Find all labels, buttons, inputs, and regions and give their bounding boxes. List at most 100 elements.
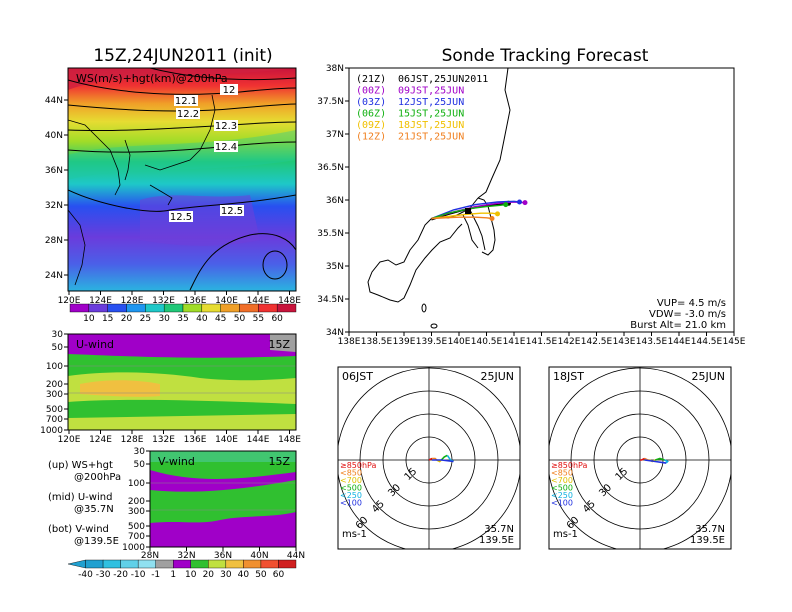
uv-colorbar-swatch [260, 559, 279, 569]
ws-lat-tick-label: 44N [45, 96, 63, 106]
track-lon-tick-label: 139.5E [416, 337, 448, 347]
hodo-legend-item: <100 [551, 499, 573, 508]
uv-colorbar-label: -1 [151, 570, 160, 580]
hodo-legend-item: <250 [340, 491, 362, 500]
u-p-tick-label: 50 [52, 343, 64, 353]
hgt-contour-labels: 12 12.1 12.2 12.3 12.4 12.5 12.5 [169, 84, 244, 223]
hodo-legend-item: <500 [551, 484, 573, 493]
hodo-legend-item: <850 [551, 469, 573, 478]
u-lon-tick-label: 140E [215, 435, 238, 445]
param-vup: VUP= 4.5 m/s [657, 298, 726, 309]
track-lon-tick-label: 140.5E [471, 337, 503, 347]
hodo2-lat: 35.7N [695, 524, 725, 535]
uv-colorbar-label: 60 [273, 570, 285, 580]
launch-site-marker [465, 208, 471, 214]
track-map-frame [348, 67, 735, 333]
hodo-trace-segment [664, 459, 669, 464]
uv-colorbar-swatch [120, 559, 139, 569]
track-lat-tick-label: 35N [326, 262, 344, 272]
ws-lat-ticks: 44N 40N 36N 32N 28N 24N [45, 96, 68, 281]
track-endpoint [522, 200, 528, 206]
v-lat-tick-label: 44N [287, 551, 305, 561]
hodo-trace-segment [640, 457, 645, 461]
v-lat-tick-label: 28N [141, 551, 159, 561]
ws-colorbar-swatch [88, 303, 108, 313]
track-legend: (21Z) 06JST,25JUN2011 (00Z) 09JST,25JUN (03Z… [356, 74, 488, 143]
ws-lon-tick-label: 148E [278, 296, 301, 306]
ws-colorbar-label: 30 [158, 314, 170, 324]
hgt-label-12-5-b: 12.5 [221, 206, 243, 217]
legend-time: 09JST,25JUN [398, 86, 464, 97]
ws-colorbar-label: 15 [102, 314, 113, 324]
u-lon-tick-label: 124E [89, 435, 112, 445]
hodo-trace-segment [428, 457, 433, 461]
ws-colorbar-label: 25 [140, 314, 151, 324]
u-lon-tick-label: 136E [184, 435, 207, 445]
track-lat-tick-label: 37.5N [317, 97, 344, 107]
ws-lon-tick-label: 120E [58, 296, 81, 306]
uv-colorbar-label: 50 [255, 570, 267, 580]
hodo2-date: 25JUN [691, 370, 725, 383]
ws-lat-tick-label: 28N [45, 236, 63, 246]
v-p-tick-label: 200 [128, 497, 145, 507]
track-endpoint [517, 199, 522, 205]
track-lat-ticks: 38N 37.5N 37N 36.5N 36N 35.5N 35N 34.5N 34N [317, 64, 349, 338]
legend-time: 18JST,25JUN [398, 120, 464, 131]
hodo2-units: ms-1 [553, 529, 578, 540]
ws-map-title: 15Z,24JUN2011 (init) [93, 46, 272, 66]
uv-colorbar-label: -20 [113, 570, 128, 580]
ws-colorbar-swatch [182, 303, 203, 313]
hodo-legend-item: <700 [340, 476, 362, 485]
ws-map-frame [67, 67, 297, 292]
hodo-legend-item: <250 [551, 491, 573, 500]
ws-colorbar: 10 15 20 25 30 35 40 45 50 55 60 [69, 303, 297, 324]
track-series-line [431, 216, 493, 220]
ws-colorbar-label: 50 [234, 314, 246, 324]
ws-colorbar-swatch [126, 303, 146, 313]
track-lat-tick-label: 37N [326, 130, 344, 140]
u-p-tick-label: 1000 [40, 426, 63, 436]
track-map-title: Sonde Tracking Forecast [442, 46, 649, 66]
track-lon-tick-label: 145E [723, 337, 746, 347]
uv-colorbar-label: 10 [185, 570, 197, 580]
hgt-label-12-2: 12.2 [177, 109, 199, 120]
legend-time: 06JST,25JUN2011 [398, 74, 488, 85]
track-lat-tick-label: 34N [326, 328, 344, 338]
v-top [150, 451, 296, 462]
uv-colorbar-label: -40 [78, 570, 93, 580]
ws-lon-tick-label: 124E [89, 296, 112, 306]
track-series-line [431, 212, 498, 220]
v-p-tick-label: 1000 [122, 543, 145, 553]
track-lon-tick-label: 144.5E [691, 337, 723, 347]
u-p-tick-label: 500 [46, 405, 63, 415]
ws-lon-tick-label: 144E [247, 296, 270, 306]
u-p-tick-label: 200 [46, 380, 63, 390]
v-gridlines [150, 482, 296, 511]
uv-colorbar-swatch [102, 559, 121, 569]
track-series-line [431, 203, 506, 220]
track-lon-tick-label: 138.5E [361, 337, 393, 347]
u-p-tick-label: 30 [52, 330, 64, 340]
v-purple-lower [150, 512, 296, 547]
u-lon-ticks: 120E 124E 128E 132E 136E 140E 144E 148E [58, 430, 301, 445]
legend-code: (21Z) [356, 74, 386, 85]
v-p-tick-label: 100 [128, 479, 145, 489]
side-notes: (up) WS+hgt @200hPa (mid) U-wind @35.7N … [48, 460, 121, 547]
v-purple-upper [150, 470, 296, 492]
v-panel-label: V-wind [158, 455, 195, 468]
v-p-tick-label: 500 [128, 522, 145, 532]
uv-colorbar-label: -10 [131, 570, 146, 580]
v-p-tick-label: 30 [134, 447, 146, 457]
uv-colorbar-swatch [278, 559, 297, 569]
hodo-legend-item: <100 [340, 499, 362, 508]
uv-colorbar-label: 30 [220, 570, 232, 580]
uv-colorbar-label: 1 [170, 570, 176, 580]
hodo1-date: 25JUN [480, 370, 514, 383]
ws-colorbar-swatch [107, 303, 127, 313]
hgt-label-12-3: 12.3 [215, 121, 237, 132]
hodo1-time: 06JST [342, 370, 373, 383]
v-p-tick-label: 300 [128, 507, 145, 517]
u-lon-tick-label: 148E [278, 435, 301, 445]
uv-colorbar-swatch [208, 559, 227, 569]
